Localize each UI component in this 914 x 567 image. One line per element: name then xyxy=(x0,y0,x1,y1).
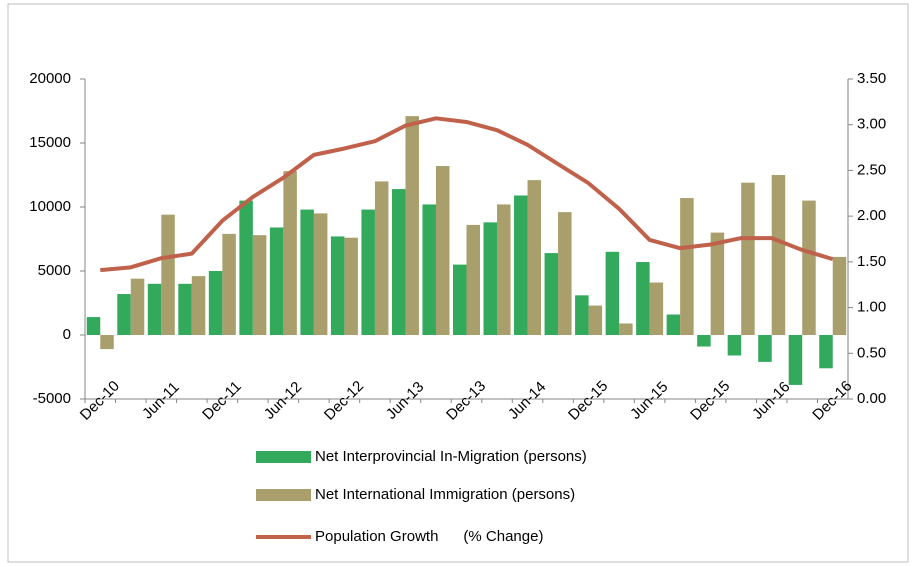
bar xyxy=(466,224,480,335)
bar xyxy=(374,181,389,335)
bar xyxy=(361,209,375,335)
legend-swatch xyxy=(256,451,311,463)
bar xyxy=(453,264,467,335)
bar xyxy=(330,236,345,335)
y-tick-label: 5000 xyxy=(38,262,71,279)
bar xyxy=(619,323,633,335)
bar xyxy=(300,209,314,335)
bar xyxy=(588,305,603,335)
bar xyxy=(435,166,450,335)
y-tick-label: 10000 xyxy=(29,198,71,215)
bar xyxy=(497,204,511,335)
bar xyxy=(344,237,358,335)
y2-tick-label: 0.00 xyxy=(857,390,886,407)
bar xyxy=(405,116,419,336)
bar xyxy=(208,271,223,335)
legend-label: Net International Immigration (persons) xyxy=(315,486,575,503)
bar xyxy=(147,283,162,335)
bar xyxy=(741,182,755,335)
bar xyxy=(269,227,284,335)
bar xyxy=(788,335,803,385)
bar xyxy=(100,335,114,350)
bar xyxy=(483,222,498,335)
y2-tick-label: 3.50 xyxy=(857,70,886,87)
bar xyxy=(771,175,786,335)
bar xyxy=(832,256,847,335)
legend-label: Population Growth (% Change) xyxy=(315,528,543,545)
bar xyxy=(697,335,711,347)
bar xyxy=(710,232,725,335)
y2-tick-label: 2.50 xyxy=(857,161,886,178)
bar xyxy=(161,214,175,335)
bar xyxy=(558,212,572,335)
bar xyxy=(727,335,742,356)
legend-label: Net Interprovincial In-Migration (person… xyxy=(315,448,587,465)
bar xyxy=(680,198,694,335)
bar xyxy=(422,204,436,335)
bar xyxy=(636,262,650,335)
bar xyxy=(86,317,101,335)
bar xyxy=(605,251,620,335)
bar xyxy=(819,335,833,369)
bar xyxy=(391,189,406,335)
bar xyxy=(666,314,681,335)
bar xyxy=(130,278,145,335)
y2-tick-label: 3.00 xyxy=(857,116,886,133)
bar xyxy=(758,335,772,362)
y-tick-label: 20000 xyxy=(29,70,71,87)
bar xyxy=(514,195,528,335)
y-tick-label: 15000 xyxy=(29,134,71,151)
y2-tick-label: 1.50 xyxy=(857,253,886,270)
legend-swatch xyxy=(256,489,311,501)
bar xyxy=(222,233,236,335)
bar xyxy=(802,200,816,335)
bar xyxy=(252,235,267,335)
bar xyxy=(239,200,253,335)
y-tick-label: -5000 xyxy=(33,390,71,407)
y2-tick-label: 0.50 xyxy=(857,344,886,361)
bar xyxy=(191,276,206,335)
bar xyxy=(544,253,559,335)
bar xyxy=(283,171,297,335)
bar xyxy=(575,295,589,335)
bar xyxy=(649,282,664,335)
bar xyxy=(313,213,328,335)
bar xyxy=(117,294,131,335)
line xyxy=(100,116,834,273)
y2-tick-label: 1.00 xyxy=(857,299,886,316)
y-tick-label: 0 xyxy=(63,326,71,343)
bar xyxy=(527,180,542,335)
y2-tick-label: 2.00 xyxy=(857,207,886,224)
bar xyxy=(178,283,192,335)
